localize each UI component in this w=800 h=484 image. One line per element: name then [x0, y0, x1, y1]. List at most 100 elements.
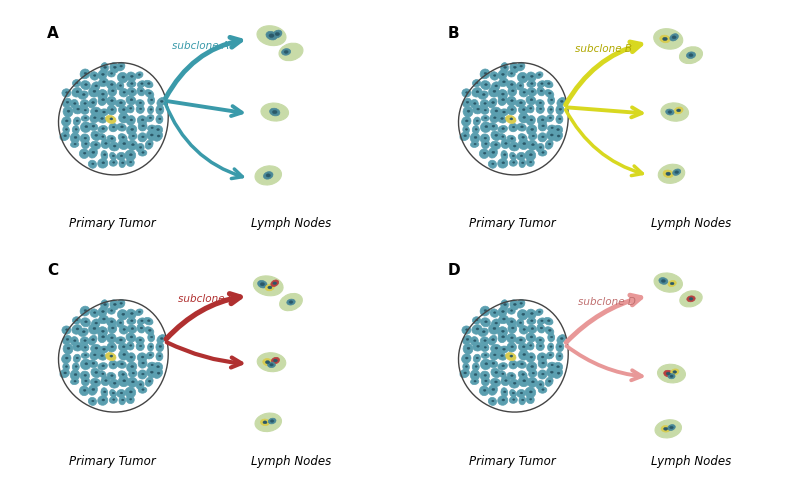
Ellipse shape: [255, 413, 282, 432]
Ellipse shape: [138, 133, 147, 142]
Ellipse shape: [522, 143, 526, 145]
Ellipse shape: [271, 280, 278, 287]
Ellipse shape: [90, 309, 98, 318]
Ellipse shape: [489, 87, 499, 97]
Ellipse shape: [88, 397, 97, 406]
Text: Primary Tumor: Primary Tumor: [469, 454, 556, 468]
Ellipse shape: [467, 347, 470, 349]
Ellipse shape: [130, 119, 133, 121]
Ellipse shape: [514, 382, 516, 384]
Ellipse shape: [118, 310, 128, 320]
Ellipse shape: [547, 320, 550, 322]
Ellipse shape: [504, 66, 506, 68]
Ellipse shape: [81, 107, 89, 114]
Ellipse shape: [90, 351, 99, 360]
Ellipse shape: [536, 143, 544, 152]
Ellipse shape: [88, 160, 97, 168]
Ellipse shape: [110, 355, 113, 357]
Ellipse shape: [118, 113, 129, 123]
Ellipse shape: [279, 43, 303, 60]
Ellipse shape: [101, 377, 110, 386]
Ellipse shape: [85, 321, 87, 323]
Ellipse shape: [148, 96, 154, 105]
Ellipse shape: [538, 318, 546, 325]
Ellipse shape: [526, 125, 537, 135]
Ellipse shape: [531, 381, 534, 383]
Ellipse shape: [542, 151, 544, 153]
Ellipse shape: [507, 372, 516, 380]
Ellipse shape: [126, 362, 137, 372]
Ellipse shape: [125, 150, 136, 161]
Ellipse shape: [85, 143, 87, 145]
Ellipse shape: [84, 73, 87, 75]
Ellipse shape: [519, 159, 526, 167]
Ellipse shape: [85, 117, 86, 119]
Ellipse shape: [110, 390, 116, 397]
Ellipse shape: [106, 352, 116, 361]
Ellipse shape: [94, 144, 98, 146]
Ellipse shape: [480, 134, 490, 143]
Ellipse shape: [513, 126, 514, 128]
Ellipse shape: [666, 109, 674, 115]
Ellipse shape: [77, 345, 79, 347]
Ellipse shape: [150, 108, 152, 110]
Ellipse shape: [530, 391, 532, 393]
Ellipse shape: [63, 344, 73, 354]
Ellipse shape: [93, 327, 96, 330]
Ellipse shape: [498, 395, 508, 405]
Ellipse shape: [538, 74, 541, 76]
Ellipse shape: [498, 78, 509, 87]
Ellipse shape: [495, 347, 498, 349]
Ellipse shape: [553, 125, 562, 135]
Ellipse shape: [520, 155, 522, 157]
Ellipse shape: [545, 327, 554, 335]
Ellipse shape: [97, 352, 106, 360]
Ellipse shape: [658, 364, 686, 383]
Ellipse shape: [476, 319, 478, 321]
Ellipse shape: [147, 125, 156, 132]
Ellipse shape: [258, 280, 267, 288]
Ellipse shape: [509, 123, 518, 132]
Ellipse shape: [122, 399, 124, 401]
Ellipse shape: [113, 399, 115, 400]
Ellipse shape: [102, 365, 105, 367]
Ellipse shape: [666, 372, 670, 375]
Ellipse shape: [668, 374, 675, 379]
Ellipse shape: [466, 91, 468, 93]
Ellipse shape: [481, 115, 490, 121]
Ellipse shape: [510, 310, 513, 311]
Ellipse shape: [150, 336, 153, 338]
Ellipse shape: [84, 374, 86, 376]
Ellipse shape: [510, 396, 518, 403]
Ellipse shape: [156, 115, 163, 123]
Ellipse shape: [495, 134, 498, 136]
Ellipse shape: [74, 380, 76, 382]
Ellipse shape: [80, 337, 89, 345]
Ellipse shape: [491, 368, 501, 378]
Ellipse shape: [79, 149, 89, 158]
Ellipse shape: [97, 115, 106, 123]
Ellipse shape: [66, 338, 69, 340]
Ellipse shape: [518, 350, 529, 360]
Ellipse shape: [254, 276, 283, 296]
Ellipse shape: [539, 147, 542, 148]
Text: Lymph Nodes: Lymph Nodes: [651, 454, 731, 468]
Ellipse shape: [494, 144, 498, 146]
Ellipse shape: [502, 365, 505, 367]
Ellipse shape: [538, 387, 547, 393]
Ellipse shape: [538, 121, 547, 131]
Ellipse shape: [158, 355, 161, 357]
Ellipse shape: [135, 309, 143, 316]
Ellipse shape: [62, 126, 70, 134]
Ellipse shape: [118, 343, 128, 351]
Ellipse shape: [674, 107, 683, 114]
Ellipse shape: [101, 300, 109, 310]
Ellipse shape: [261, 419, 270, 425]
Ellipse shape: [501, 355, 503, 357]
Ellipse shape: [502, 128, 505, 130]
Ellipse shape: [73, 342, 82, 351]
Ellipse shape: [102, 111, 106, 113]
Ellipse shape: [85, 125, 88, 128]
Ellipse shape: [545, 140, 553, 149]
Ellipse shape: [550, 134, 554, 136]
